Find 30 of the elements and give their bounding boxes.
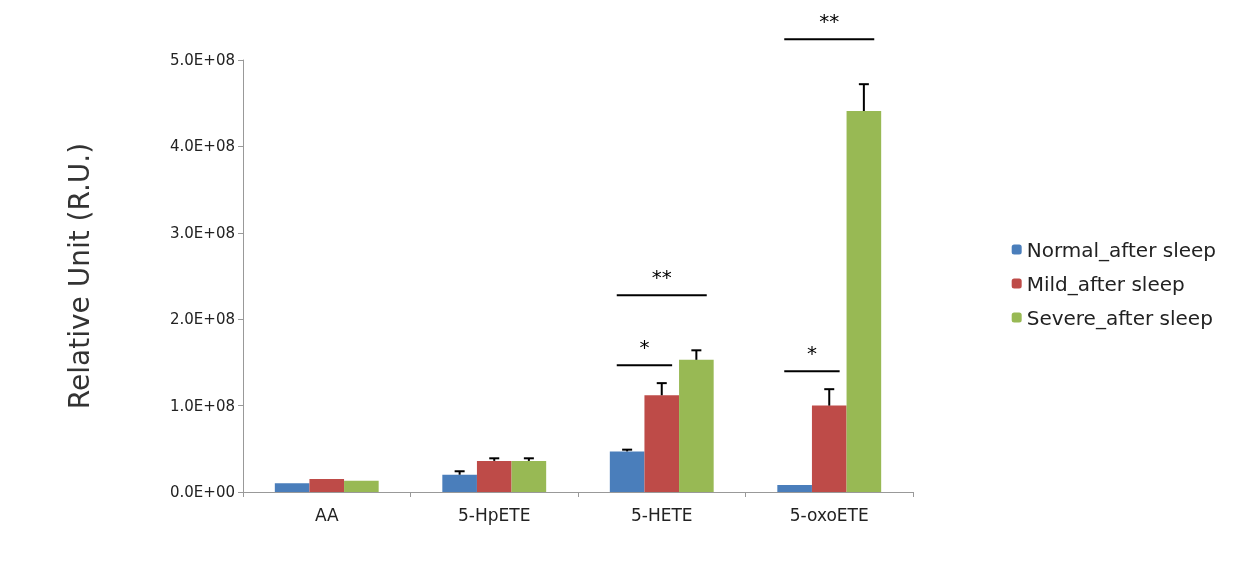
y-tick-label: 5.0E+08: [170, 51, 235, 69]
bar: [644, 395, 680, 492]
legend-label: Normal_after sleep: [1026, 237, 1217, 262]
legend-label: Mild_after sleep: [1026, 271, 1185, 296]
text: **: [819, 9, 840, 34]
bar: [511, 460, 547, 492]
y-tick-label: 0.0E+00: [170, 483, 235, 501]
bar: [476, 460, 512, 492]
x-tick-label: 5-HpETE: [458, 504, 531, 525]
bar: [274, 483, 310, 492]
y-tick-label: 2.0E+08: [170, 310, 235, 329]
bar: [309, 479, 345, 492]
y-tick-label: 4.0E+08: [170, 137, 235, 156]
annotation: *: [806, 341, 817, 366]
bar: [846, 110, 882, 492]
x-tick-label: AA: [314, 504, 339, 525]
bar: [777, 485, 812, 492]
x-tick-label: 5-oxoETE: [789, 504, 869, 525]
annotation: *: [639, 335, 650, 360]
y-tick-label: 3.0E+08: [170, 223, 235, 242]
x-tick-label: 5-HETE: [630, 504, 693, 525]
y-tick-label: 1.0E+08: [170, 396, 235, 415]
legend-label: Severe_after sleep: [1026, 305, 1213, 330]
bar: [442, 474, 477, 492]
annotation: **: [651, 265, 672, 290]
y-axis-title: Relative Unit (R.U.): [62, 142, 96, 410]
bar: [609, 451, 645, 492]
bar: [344, 480, 379, 492]
bar: [811, 405, 847, 492]
bar: [679, 359, 714, 492]
